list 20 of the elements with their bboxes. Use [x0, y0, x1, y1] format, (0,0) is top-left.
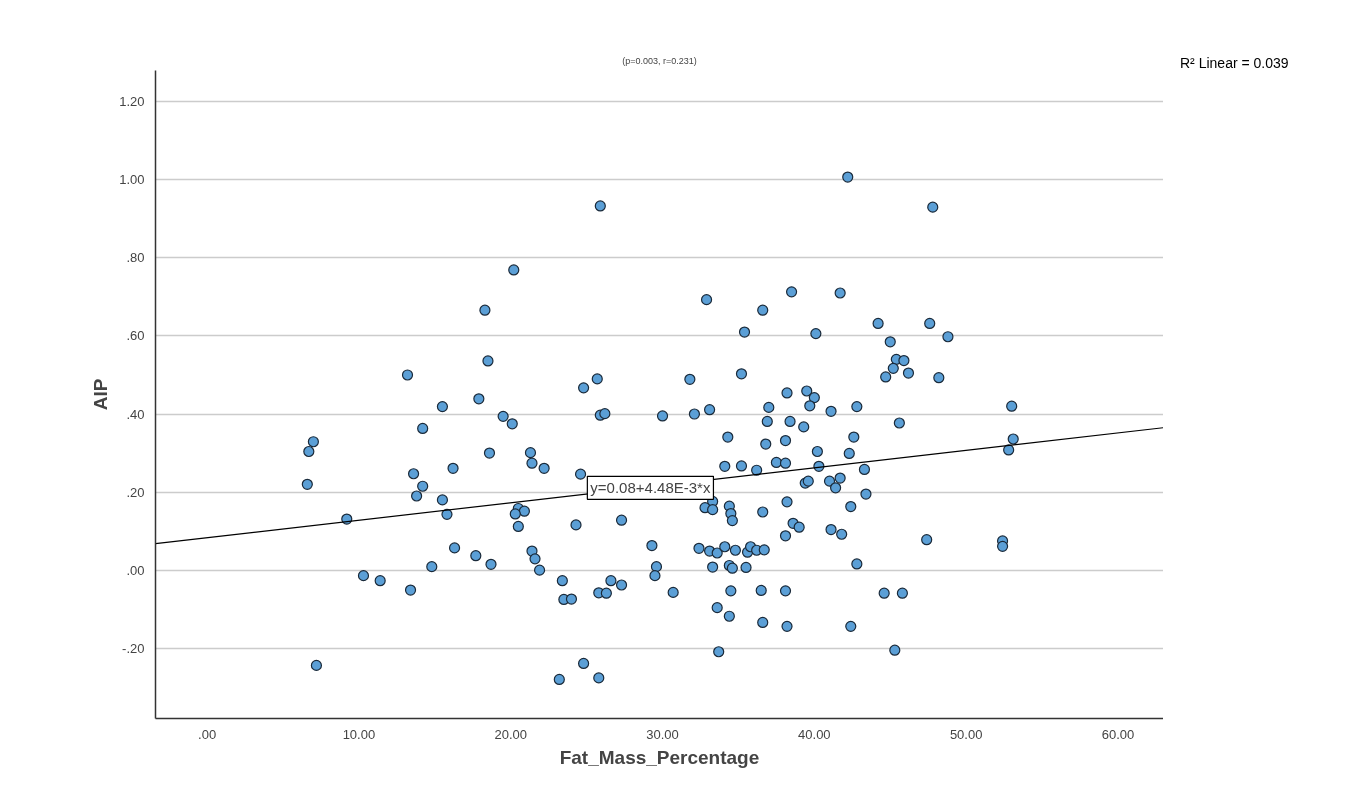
x-tick-label: 20.00 [494, 726, 528, 742]
chart-title: (p=0.003, r=0.231) [622, 55, 697, 66]
annotation: y=0.08+4.48E-3*x [590, 479, 711, 497]
y-tick-label: 1.00 [119, 172, 145, 188]
y-tick-label: .20 [126, 484, 145, 500]
x-tick-label: 40.00 [798, 726, 831, 742]
y-tick-label: -.20 [122, 640, 145, 656]
x-tick-label: 60.00 [1101, 726, 1135, 742]
x-axis-title: Fat_Mass_Percentage [559, 746, 760, 768]
y-tick-label: .00 [126, 562, 145, 578]
x-tick-label: .00 [198, 726, 217, 742]
y-tick-label: 1.20 [119, 94, 145, 110]
y-tick-label: .40 [126, 406, 145, 422]
y-tick-label: .60 [126, 328, 145, 344]
text: R² Linear = 0.039 [1180, 54, 1289, 73]
x-tick-label: 30.00 [646, 726, 679, 742]
x-tick-label: 50.00 [949, 726, 983, 742]
y-axis-title: AIP [90, 378, 112, 411]
y-tick-label: .80 [126, 250, 145, 266]
x-tick-label: 10.00 [342, 726, 376, 742]
